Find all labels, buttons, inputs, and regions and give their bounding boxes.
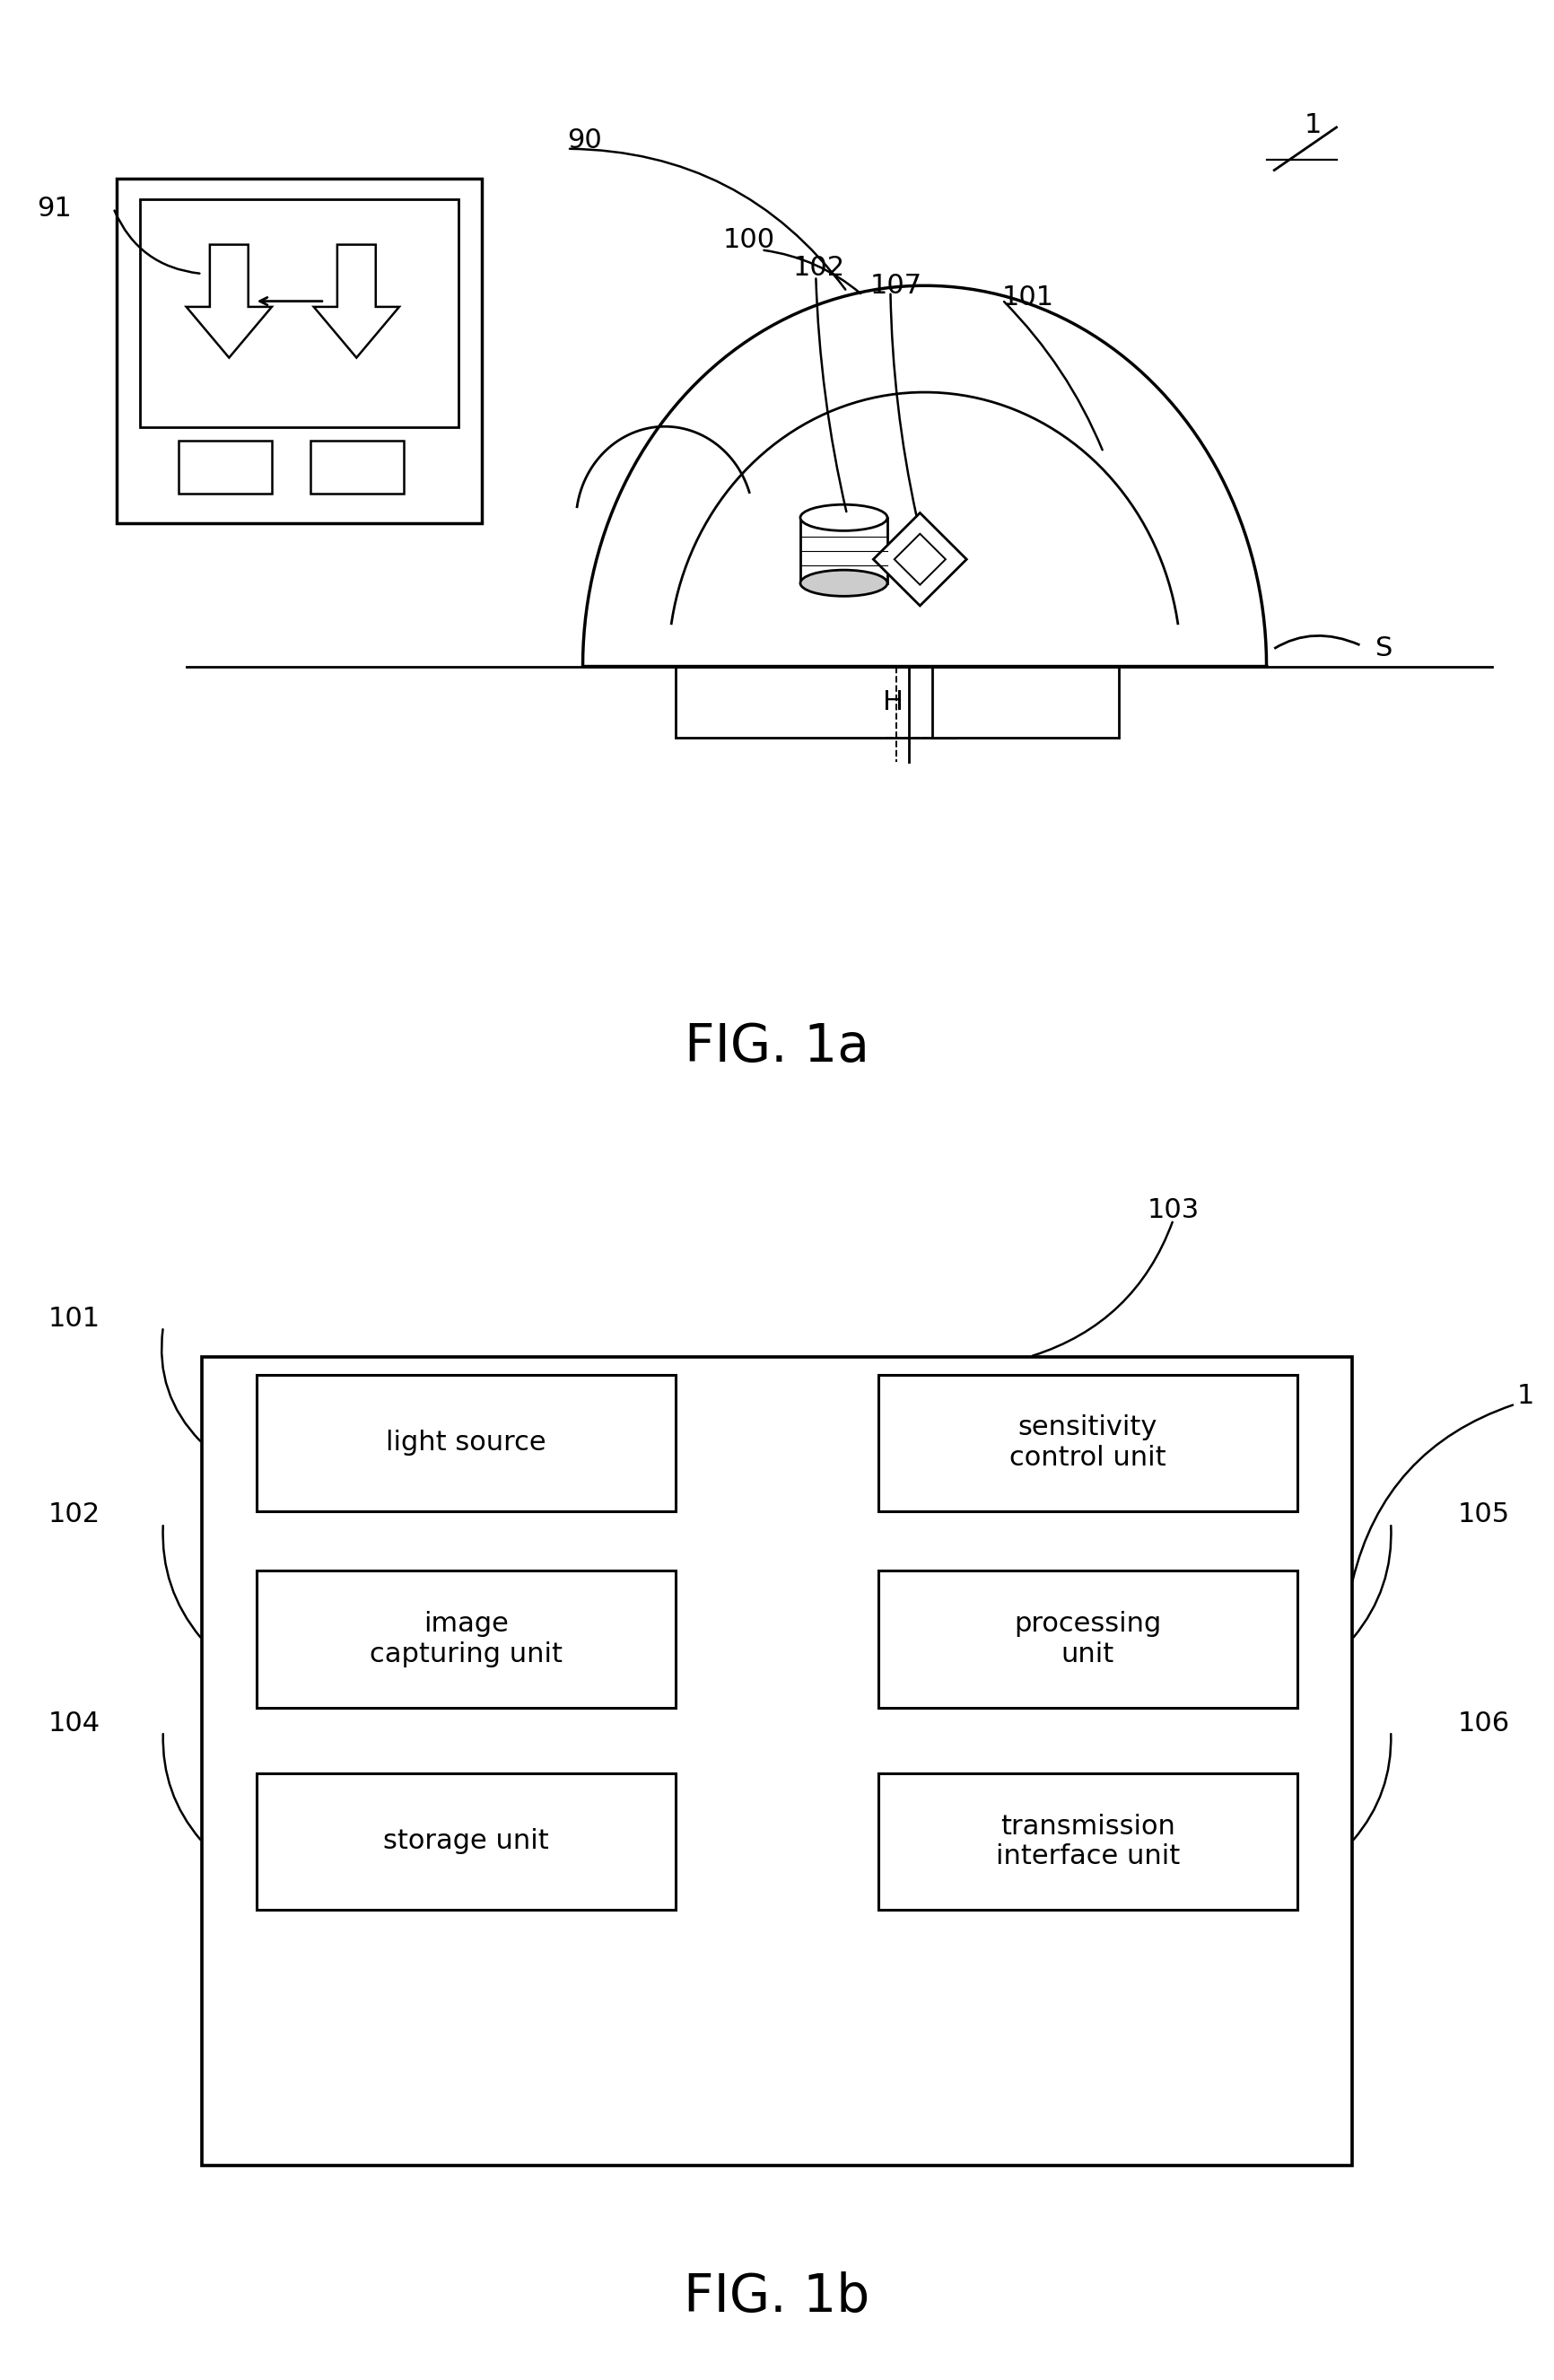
FancyBboxPatch shape (256, 1373, 676, 1511)
FancyBboxPatch shape (311, 440, 404, 493)
Text: 101: 101 (1002, 286, 1055, 309)
Text: 102: 102 (793, 255, 845, 281)
FancyBboxPatch shape (202, 1357, 1352, 2166)
FancyBboxPatch shape (256, 1773, 676, 1909)
Text: light source: light source (385, 1430, 547, 1457)
Text: 1: 1 (1517, 1383, 1535, 1409)
Polygon shape (873, 512, 967, 605)
Text: 101: 101 (48, 1307, 101, 1330)
FancyBboxPatch shape (117, 178, 482, 524)
Text: 106: 106 (1458, 1711, 1510, 1735)
Text: 104: 104 (48, 1711, 101, 1735)
Text: 103: 103 (1147, 1197, 1200, 1223)
FancyBboxPatch shape (256, 1571, 676, 1709)
Text: FIG. 1b: FIG. 1b (684, 2271, 870, 2323)
Text: processing
unit: processing unit (1015, 1611, 1161, 1668)
Text: image
capturing unit: image capturing unit (370, 1611, 563, 1668)
Ellipse shape (800, 505, 887, 531)
Ellipse shape (800, 569, 887, 595)
Text: sensitivity
control unit: sensitivity control unit (1010, 1414, 1166, 1471)
FancyBboxPatch shape (179, 440, 272, 493)
Text: 100: 100 (723, 228, 775, 252)
FancyBboxPatch shape (932, 666, 1119, 738)
Text: 102: 102 (48, 1502, 101, 1528)
Text: 90: 90 (567, 129, 601, 152)
Text: 105: 105 (1458, 1502, 1510, 1528)
Text: FIG. 1a: FIG. 1a (685, 1021, 869, 1073)
Text: S: S (1375, 635, 1392, 662)
Text: transmission
interface unit: transmission interface unit (996, 1814, 1179, 1871)
Text: H: H (883, 690, 904, 714)
Text: 1: 1 (1304, 112, 1322, 138)
Polygon shape (186, 245, 272, 357)
Polygon shape (895, 533, 945, 585)
Text: 91: 91 (37, 195, 71, 221)
Polygon shape (314, 245, 399, 357)
FancyBboxPatch shape (878, 1571, 1298, 1709)
FancyBboxPatch shape (800, 516, 887, 583)
Text: 107: 107 (870, 274, 923, 298)
FancyBboxPatch shape (878, 1373, 1298, 1511)
Text: storage unit: storage unit (384, 1828, 549, 1854)
FancyBboxPatch shape (878, 1773, 1298, 1909)
FancyBboxPatch shape (676, 666, 956, 738)
FancyBboxPatch shape (140, 200, 458, 426)
